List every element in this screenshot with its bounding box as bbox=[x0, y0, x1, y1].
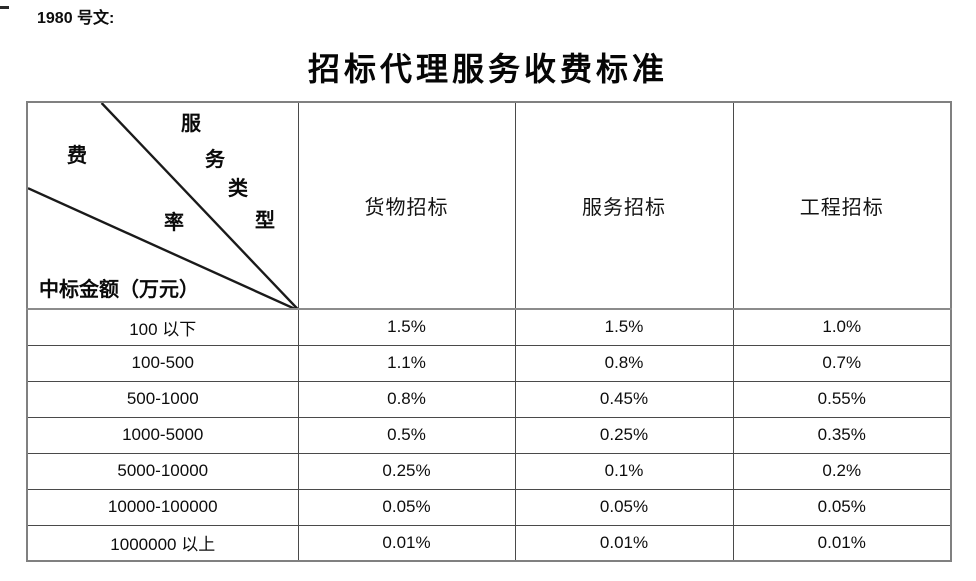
row-label-amount-range: 100 以下 bbox=[26, 308, 299, 346]
rate-value: 0.05% bbox=[732, 488, 952, 526]
corner-label-bid-amount: 中标金额（万元） bbox=[39, 279, 199, 301]
row-label-amount-range: 1000-5000 bbox=[26, 416, 299, 454]
rate-value: 0.45% bbox=[514, 380, 734, 418]
scan-edge-artifact bbox=[0, 6, 9, 9]
rate-value: 0.7% bbox=[732, 344, 952, 382]
table-header-row: 服 务 类 型 费 率 中标金额（万元） 货物招标 服务招标 工程招标 bbox=[26, 101, 952, 310]
row-label-amount-range: 500-1000 bbox=[26, 380, 299, 418]
column-header-goods-tender: 货物招标 bbox=[297, 101, 516, 310]
rate-value: 1.1% bbox=[297, 344, 516, 382]
page-title: 招标代理服务收费标准 bbox=[307, 51, 668, 87]
rate-value: 1.0% bbox=[732, 308, 952, 346]
column-header-service-tender: 服务招标 bbox=[514, 101, 734, 310]
rate-value: 0.01% bbox=[732, 524, 952, 562]
rate-value: 0.35% bbox=[732, 416, 952, 454]
rate-value: 0.25% bbox=[297, 452, 516, 490]
diagonal-divider-lines bbox=[28, 103, 298, 308]
rate-value: 0.2% bbox=[732, 452, 952, 490]
rate-value: 0.1% bbox=[514, 452, 734, 490]
table-row: 1000-5000 0.5% 0.25% 0.35% bbox=[26, 416, 952, 454]
rate-value: 0.01% bbox=[514, 524, 734, 562]
document-ref-number: 1980 号文: bbox=[37, 10, 115, 27]
table-row: 500-1000 0.8% 0.45% 0.55% bbox=[26, 380, 952, 418]
rate-value: 0.05% bbox=[514, 488, 734, 526]
row-label-amount-range: 1000000 以上 bbox=[26, 524, 299, 562]
column-header-works-tender: 工程招标 bbox=[732, 101, 952, 310]
corner-label-service-type-char: 类 bbox=[228, 178, 248, 200]
row-label-amount-range: 5000-10000 bbox=[26, 452, 299, 490]
rate-value: 0.8% bbox=[297, 380, 516, 418]
rate-value: 0.05% bbox=[297, 488, 516, 526]
corner-label-service-type-char: 型 bbox=[255, 210, 275, 232]
rate-value: 0.8% bbox=[514, 344, 734, 382]
rate-value: 0.25% bbox=[514, 416, 734, 454]
table-row: 10000-100000 0.05% 0.05% 0.05% bbox=[26, 488, 952, 526]
corner-label-rate-char: 率 bbox=[164, 212, 184, 234]
table-row: 100-500 1.1% 0.8% 0.7% bbox=[26, 344, 952, 382]
corner-label-service-type-char: 务 bbox=[205, 149, 225, 171]
fee-standard-table: 服 务 类 型 费 率 中标金额（万元） 货物招标 服务招标 工程招标 100 … bbox=[26, 101, 952, 562]
table-row: 1000000 以上 0.01% 0.01% 0.01% bbox=[26, 524, 952, 562]
rate-value: 0.55% bbox=[732, 380, 952, 418]
corner-label-service-type-char: 服 bbox=[181, 113, 201, 135]
row-label-amount-range: 10000-100000 bbox=[26, 488, 299, 526]
corner-label-rate-char: 费 bbox=[67, 145, 87, 167]
rate-value: 1.5% bbox=[297, 308, 516, 346]
rate-value: 0.5% bbox=[297, 416, 516, 454]
row-label-amount-range: 100-500 bbox=[26, 344, 299, 382]
table-row: 100 以下 1.5% 1.5% 1.0% bbox=[26, 308, 952, 346]
diagonal-corner-cell: 服 务 类 型 费 率 中标金额（万元） bbox=[26, 101, 299, 310]
rate-value: 1.5% bbox=[514, 308, 734, 346]
table-row: 5000-10000 0.25% 0.1% 0.2% bbox=[26, 452, 952, 490]
rate-value: 0.01% bbox=[297, 524, 516, 562]
